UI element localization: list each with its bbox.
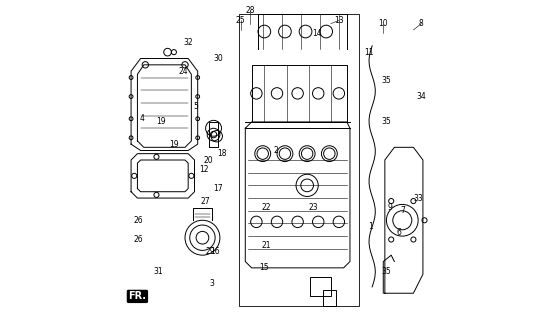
Text: 10: 10 <box>378 19 388 28</box>
Text: 25: 25 <box>235 16 245 25</box>
Text: 12: 12 <box>199 165 209 174</box>
Text: 19: 19 <box>169 140 179 148</box>
Text: 3: 3 <box>209 279 214 288</box>
Text: 29: 29 <box>206 247 215 257</box>
Text: 28: 28 <box>245 6 255 15</box>
Text: 26: 26 <box>134 235 143 244</box>
Text: 35: 35 <box>382 117 391 126</box>
Bar <box>239 14 360 306</box>
Text: 20: 20 <box>204 156 214 164</box>
Bar <box>310 277 331 296</box>
Text: 24: 24 <box>178 67 188 76</box>
Text: 30: 30 <box>213 54 223 63</box>
Text: 4: 4 <box>140 114 145 123</box>
Text: 35: 35 <box>382 267 391 276</box>
Text: 13: 13 <box>334 16 343 25</box>
Text: 27: 27 <box>201 197 211 206</box>
Text: 32: 32 <box>183 38 193 47</box>
Text: 34: 34 <box>417 92 426 101</box>
Text: 14: 14 <box>312 28 321 38</box>
Text: 15: 15 <box>259 263 269 272</box>
Bar <box>323 290 336 306</box>
Text: 35: 35 <box>382 76 391 85</box>
Text: 17: 17 <box>213 184 223 193</box>
Text: 18: 18 <box>217 149 226 158</box>
Text: 9: 9 <box>387 203 392 212</box>
Text: 1: 1 <box>368 222 373 231</box>
Text: 5: 5 <box>194 101 198 111</box>
Text: 7: 7 <box>400 206 405 215</box>
Text: 19: 19 <box>156 117 166 126</box>
Text: 23: 23 <box>309 203 319 212</box>
Text: 26: 26 <box>134 216 143 225</box>
Text: FR.: FR. <box>129 292 146 301</box>
Text: 2: 2 <box>273 146 278 155</box>
Text: 21: 21 <box>261 241 271 250</box>
Text: 16: 16 <box>211 247 220 257</box>
Text: 22: 22 <box>261 203 271 212</box>
Text: 31: 31 <box>153 267 163 276</box>
Text: 11: 11 <box>364 48 374 57</box>
Text: 33: 33 <box>413 194 423 203</box>
Text: 8: 8 <box>419 19 424 28</box>
Text: 6: 6 <box>397 228 402 237</box>
